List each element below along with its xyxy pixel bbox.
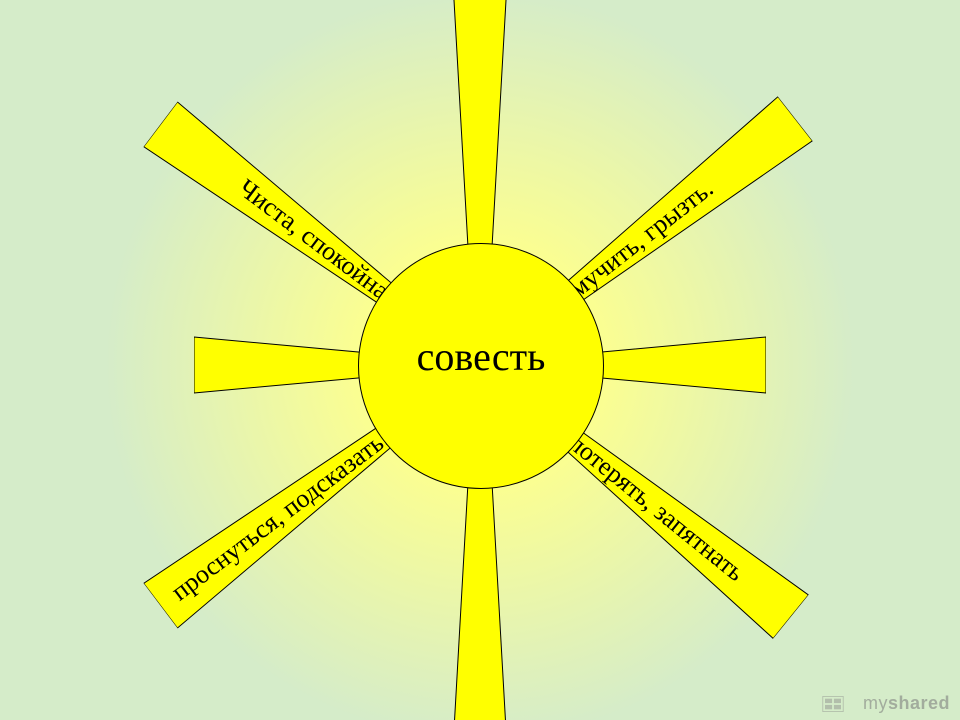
slide: мучить, грызть. потерять, запятнать просну…	[0, 0, 960, 720]
watermark-icon	[822, 696, 844, 712]
center-label: совесть	[417, 333, 546, 380]
ray-label-3: потерять, запятнать	[548, 416, 814, 639]
watermark: myshared	[863, 693, 950, 714]
ray-label-5: проснуться, подсказать.	[137, 413, 409, 628]
center-circle: совесть	[358, 243, 604, 489]
watermark-thin: my	[863, 693, 888, 713]
ray-label-1: мучить, грызть.	[550, 96, 819, 315]
ray-label-7: Чиста, спокойна	[137, 101, 409, 316]
watermark-bold: shared	[888, 693, 950, 713]
